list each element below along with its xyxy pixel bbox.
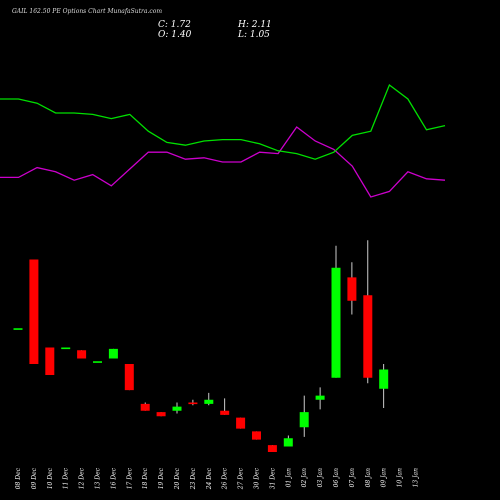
candle-body <box>140 403 150 411</box>
x-tick-label: 01 Jan <box>285 468 292 488</box>
candle <box>77 350 87 359</box>
candle-body <box>108 348 118 359</box>
candle-body <box>172 406 182 411</box>
x-tick-label: 31 Dec <box>269 467 276 489</box>
x-tick-label: 09 Jan <box>381 468 388 488</box>
x-tick-label: 07 Jan <box>349 468 356 488</box>
candle <box>299 395 309 437</box>
x-tick-label: 10 Jan <box>397 468 404 488</box>
candle-body <box>236 417 246 429</box>
candle-body <box>252 431 261 440</box>
candlestick-series <box>13 240 389 452</box>
x-tick-label: 10 Dec <box>47 467 54 489</box>
candle <box>204 392 214 406</box>
candle <box>93 361 102 363</box>
candle-body <box>204 399 214 404</box>
high-value: H: 2.11 <box>238 20 272 30</box>
candle <box>331 245 341 378</box>
candle-body <box>93 361 102 363</box>
chart-title: GAIL 162.50 PE Options Chart MunafaSutra… <box>12 8 163 15</box>
candle <box>29 259 39 364</box>
candle-body <box>77 350 87 359</box>
x-tick-label: 11 Dec <box>63 467 70 489</box>
x-tick-label: 17 Dec <box>126 467 133 489</box>
magenta-indicator-line <box>0 126 446 198</box>
x-tick-label: 13 Jan <box>413 468 420 488</box>
x-tick-label: 24 Dec <box>206 467 213 490</box>
candle <box>347 262 357 315</box>
candle-body <box>379 369 389 389</box>
indicator-lines <box>0 83 446 198</box>
candle-body <box>299 412 309 428</box>
candle <box>61 347 71 350</box>
candle <box>188 399 198 406</box>
green-indicator-line <box>0 83 446 160</box>
candle-body <box>188 402 198 405</box>
candle-body <box>220 410 230 415</box>
candle <box>267 445 277 452</box>
candle <box>124 364 134 391</box>
candle <box>363 240 373 384</box>
candle <box>379 364 389 408</box>
candle-body <box>315 395 325 400</box>
x-tick-label: 16 Dec <box>110 467 117 489</box>
x-tick-label: 09 Dec <box>31 467 38 489</box>
candle <box>13 328 23 330</box>
x-tick-label: 08 Jan <box>365 468 372 488</box>
candle <box>140 402 150 411</box>
candle <box>252 431 261 440</box>
candle <box>45 347 55 375</box>
candle-body <box>156 412 166 417</box>
x-tick-label: 23 Dec <box>190 467 197 490</box>
x-tick-label: 03 Jan <box>317 468 324 488</box>
candle-body <box>45 347 55 375</box>
candle <box>236 417 246 429</box>
candle-body <box>283 438 293 447</box>
candle-body <box>347 277 357 301</box>
open-value: O: 1.40 <box>158 30 192 40</box>
x-tick-label: 13 Dec <box>95 467 102 489</box>
low-value: L: 1.05 <box>238 30 270 40</box>
candle <box>315 387 325 410</box>
candle <box>108 348 118 359</box>
x-tick-label: 20 Dec <box>174 467 181 490</box>
candle-body <box>124 364 134 391</box>
candle-body <box>29 259 39 364</box>
candle <box>156 412 166 417</box>
x-tick-label: 27 Dec <box>238 467 245 490</box>
x-tick-label: 26 Dec <box>222 467 229 490</box>
x-tick-label: 08 Dec <box>15 467 22 489</box>
x-tick-label: 02 Jan <box>301 468 308 488</box>
candle-body <box>363 295 373 378</box>
x-tick-label: 30 Dec <box>254 467 261 489</box>
candle-body <box>267 445 277 452</box>
x-tick-label: 12 Dec <box>79 467 86 489</box>
candle-body <box>13 328 23 330</box>
x-axis-labels: 08 Dec 09 Dec 10 Dec 11 Dec 12 Dec 13 Dec 16 D… <box>15 467 420 490</box>
candle-body <box>61 347 71 350</box>
candle <box>172 402 182 414</box>
x-tick-label: 19 Dec <box>158 467 165 489</box>
candle <box>220 398 230 415</box>
x-tick-label: 06 Jan <box>333 468 340 488</box>
x-tick-label: 18 Dec <box>142 467 149 489</box>
candle <box>283 435 293 447</box>
candle-body <box>331 267 341 378</box>
close-value: C: 1.72 <box>158 20 191 30</box>
